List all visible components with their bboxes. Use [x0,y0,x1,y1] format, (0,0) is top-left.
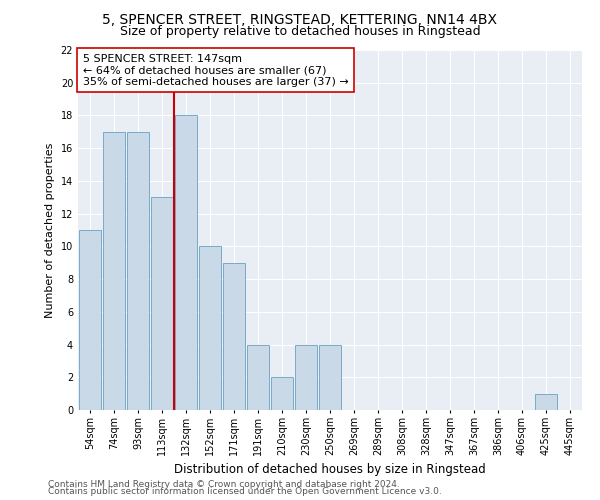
Y-axis label: Number of detached properties: Number of detached properties [45,142,55,318]
Bar [319,344,341,410]
Bar [535,394,557,410]
Bar [199,246,221,410]
Text: 5, SPENCER STREET, RINGSTEAD, KETTERING, NN14 4BX: 5, SPENCER STREET, RINGSTEAD, KETTERING,… [103,12,497,26]
X-axis label: Distribution of detached houses by size in Ringstead: Distribution of detached houses by size … [174,464,486,476]
Bar [103,132,125,410]
Bar [151,198,173,410]
Text: Contains HM Land Registry data © Crown copyright and database right 2024.: Contains HM Land Registry data © Crown c… [48,480,400,489]
Bar [175,116,197,410]
Text: 5 SPENCER STREET: 147sqm
← 64% of detached houses are smaller (67)
35% of semi-d: 5 SPENCER STREET: 147sqm ← 64% of detach… [83,54,349,87]
Bar [295,344,317,410]
Text: Contains public sector information licensed under the Open Government Licence v3: Contains public sector information licen… [48,487,442,496]
Bar [79,230,101,410]
Bar [127,132,149,410]
Bar [271,378,293,410]
Bar [247,344,269,410]
Bar [223,262,245,410]
Text: Size of property relative to detached houses in Ringstead: Size of property relative to detached ho… [119,25,481,38]
